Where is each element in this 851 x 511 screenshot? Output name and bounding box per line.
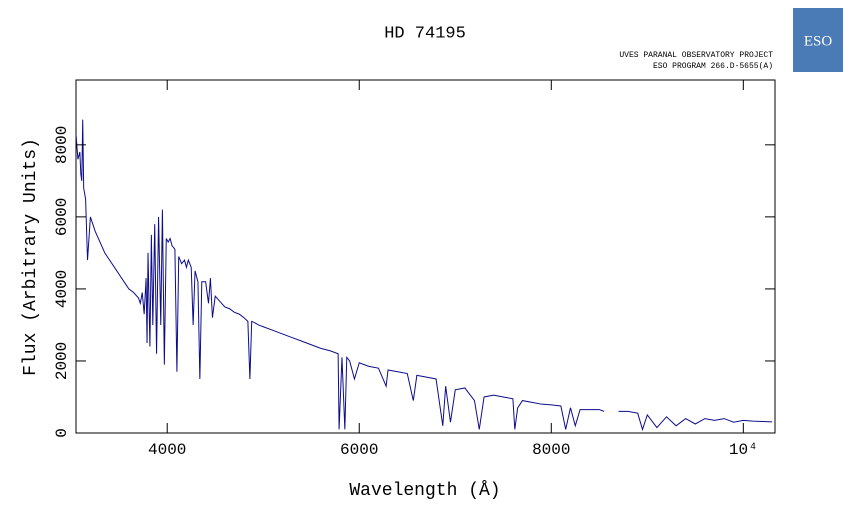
x-tick-label: 10⁴ [729, 441, 758, 459]
y-axis-label: Flux (Arbitrary Units) [21, 138, 41, 376]
logo-box [793, 8, 843, 72]
plot [75, 119, 773, 432]
y-tick-label: 6000 [53, 198, 71, 236]
subtitle: UVES PARANAL OBSERVATORY PROJECT [619, 51, 773, 60]
logo: ESO [804, 33, 833, 49]
x-tick-label: 6000 [340, 441, 378, 459]
x-axis-label: Wavelength (Å) [349, 480, 500, 501]
spectrum-line [75, 119, 773, 432]
y-tick-label: 4000 [53, 270, 71, 308]
y-tick-label: 0 [53, 428, 71, 438]
y-tick-label: 8000 [53, 126, 71, 164]
chart-title: HD 74195 [384, 24, 466, 43]
y-tick-label: 2000 [53, 342, 71, 380]
subtitle: ESO PROGRAM 266.D-5655(A) [653, 62, 773, 71]
x-tick-label: 4000 [148, 441, 186, 459]
plot-frame [75, 79, 776, 434]
x-tick-label: 8000 [532, 441, 570, 459]
